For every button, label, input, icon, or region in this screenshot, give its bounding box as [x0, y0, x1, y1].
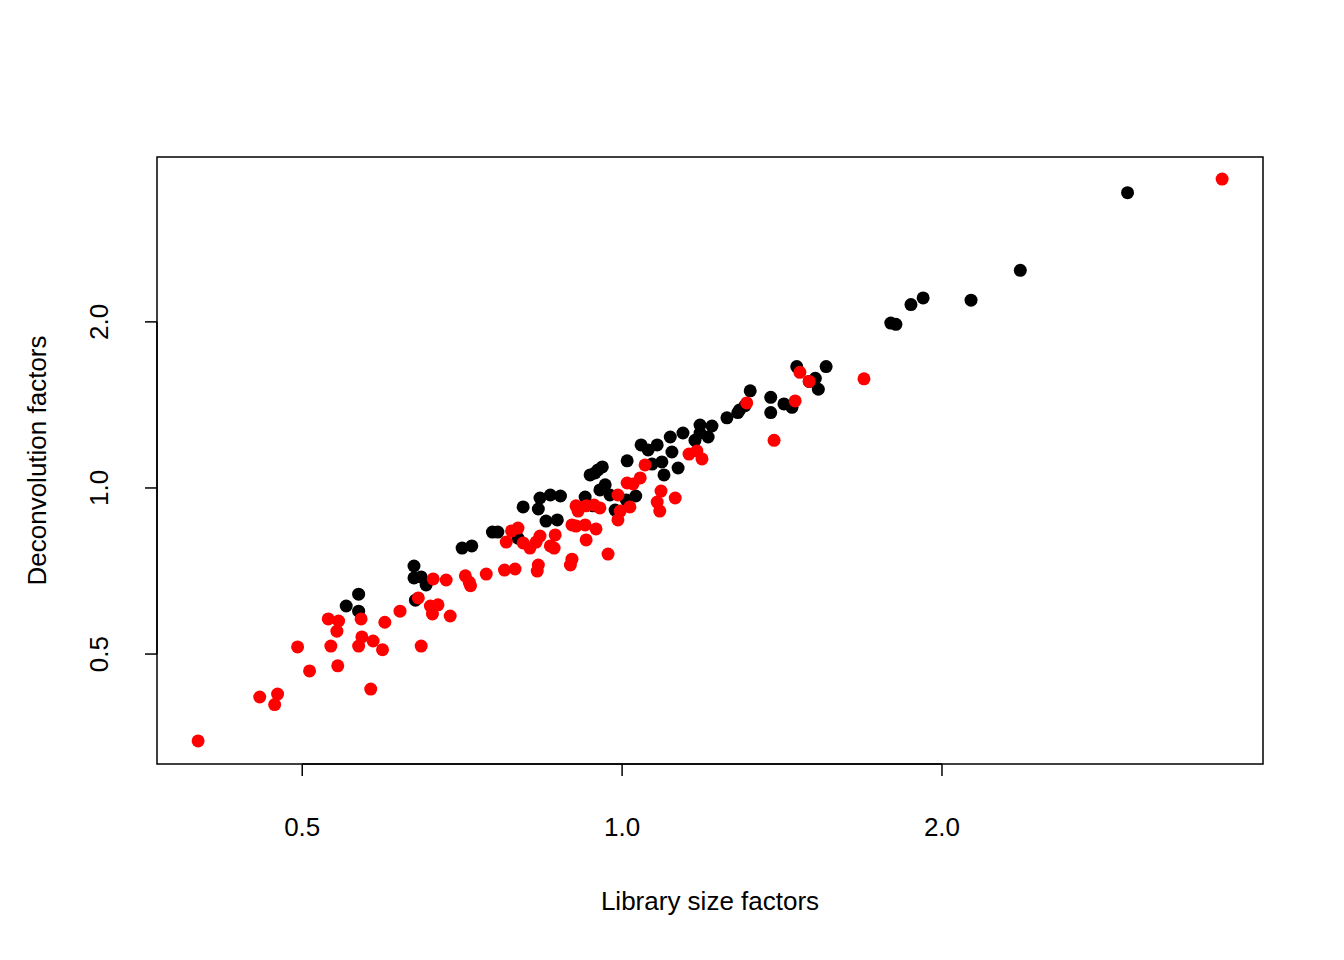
point — [651, 438, 664, 451]
point — [192, 734, 205, 747]
point — [364, 683, 377, 696]
point — [820, 360, 833, 373]
point — [904, 298, 917, 311]
x-tick-label: 1.0 — [604, 812, 640, 842]
point — [621, 454, 634, 467]
point — [532, 502, 545, 515]
x-tick — [301, 764, 303, 776]
x-axis-title: Library size factors — [601, 886, 819, 916]
point — [611, 489, 624, 502]
point — [664, 431, 677, 444]
x-tick — [941, 764, 943, 776]
point — [517, 500, 530, 513]
point — [464, 579, 477, 592]
point — [1014, 264, 1027, 277]
point — [340, 600, 353, 613]
point — [415, 640, 428, 653]
point — [884, 317, 897, 330]
point — [412, 591, 425, 604]
point — [777, 397, 790, 410]
point — [444, 610, 457, 623]
point — [352, 640, 365, 653]
point — [580, 533, 593, 546]
x-tick-label: 2.0 — [924, 812, 960, 842]
plot-frame — [157, 157, 1263, 764]
point — [602, 548, 615, 561]
point — [551, 513, 564, 526]
point — [965, 294, 978, 307]
point — [533, 491, 546, 504]
points — [192, 173, 1229, 748]
y-tick — [145, 487, 157, 489]
point — [394, 605, 407, 618]
point — [424, 600, 437, 613]
point — [744, 384, 757, 397]
point — [540, 515, 553, 528]
chart: 0.5 1.0 2.0 0.5 1.0 2.0 Library size factors De… — [0, 0, 1344, 960]
x-tick — [621, 764, 623, 776]
point — [500, 536, 513, 549]
point — [427, 572, 440, 585]
point — [440, 574, 453, 587]
point — [657, 468, 670, 481]
point — [544, 539, 557, 552]
point — [639, 458, 652, 471]
point — [764, 406, 777, 419]
point — [378, 616, 391, 629]
point — [611, 513, 624, 526]
point — [789, 394, 802, 407]
point — [793, 366, 806, 379]
point — [352, 588, 365, 601]
point — [268, 698, 281, 711]
point — [367, 634, 380, 647]
point — [253, 690, 266, 703]
point — [355, 612, 368, 625]
point — [857, 372, 870, 385]
point — [517, 536, 530, 549]
point — [303, 664, 316, 677]
point — [764, 391, 777, 404]
y-tick-label: 0.5 — [84, 636, 114, 672]
point — [322, 612, 335, 625]
point — [324, 640, 337, 653]
point — [486, 526, 499, 539]
point — [653, 505, 666, 518]
y-tick — [145, 321, 157, 323]
point — [803, 375, 816, 388]
point — [407, 560, 420, 573]
point — [672, 461, 685, 474]
point — [584, 468, 597, 481]
point — [1121, 186, 1134, 199]
point — [740, 396, 753, 409]
y-tick-label: 2.0 — [84, 304, 114, 340]
point — [572, 505, 585, 518]
point — [917, 291, 930, 304]
point — [1216, 173, 1229, 186]
point — [505, 524, 518, 537]
point — [456, 542, 469, 555]
x-tick-label: 0.5 — [284, 812, 320, 842]
point — [803, 375, 816, 388]
point — [531, 565, 544, 578]
point — [480, 568, 493, 581]
point — [665, 445, 678, 458]
y-tick — [145, 653, 157, 655]
point — [291, 640, 304, 653]
point — [579, 518, 592, 531]
point — [621, 476, 634, 489]
y-tick-label: 1.0 — [84, 470, 114, 506]
point — [731, 406, 744, 419]
point — [669, 491, 682, 504]
point — [683, 448, 696, 461]
point — [564, 559, 577, 572]
point — [331, 659, 344, 672]
point — [498, 564, 511, 577]
point — [768, 434, 781, 447]
y-axis-title: Deconvolution factors — [22, 335, 52, 585]
point — [676, 426, 689, 439]
